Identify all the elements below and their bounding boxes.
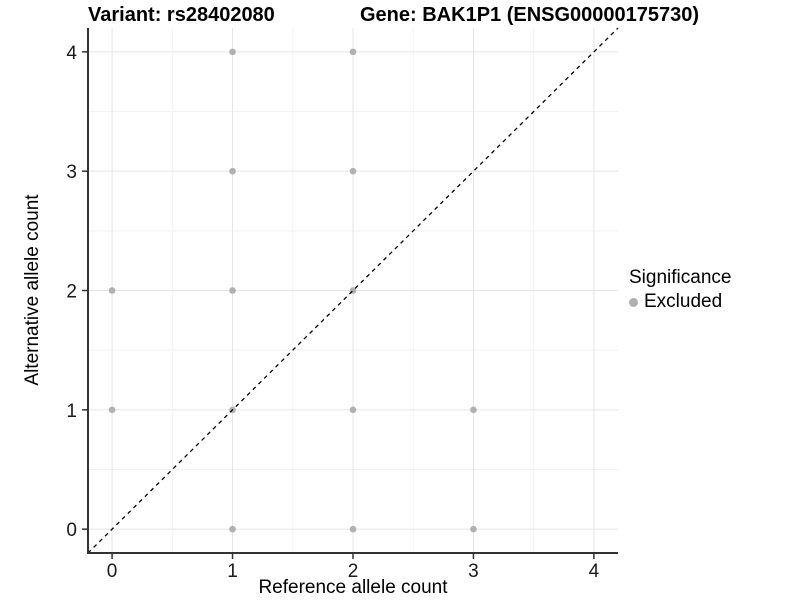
y-tick-label: 0 (66, 520, 77, 541)
legend-entry-label: Excluded (644, 291, 723, 312)
legend: Significance Excluded (629, 267, 731, 313)
variant-title: Variant: rs28402080 (88, 4, 275, 26)
data-point (108, 406, 116, 414)
y-axis-label: Alternative allele count (22, 194, 43, 386)
x-tick-label: 4 (589, 561, 600, 582)
data-point (349, 48, 357, 56)
x-tick-label: 1 (227, 561, 238, 582)
data-point (470, 525, 477, 533)
legend-entry-excluded: Excluded (629, 291, 731, 313)
data-point (108, 287, 116, 294)
data-point (349, 525, 357, 533)
x-tick-label: 2 (348, 561, 359, 582)
data-point (229, 48, 236, 56)
x-axis-label: Reference allele count (258, 577, 448, 598)
data-point (229, 287, 236, 294)
data-point (349, 406, 357, 414)
data-point (229, 525, 236, 533)
gene-title: Gene: BAK1P1 (ENSG00000175730) (360, 4, 700, 26)
data-point (470, 406, 477, 414)
legend-title: Significance (629, 267, 732, 288)
x-tick-label: 0 (107, 561, 118, 582)
y-tick-label: 4 (66, 43, 77, 64)
y-tick-label: 2 (66, 282, 77, 303)
x-tick-label: 3 (468, 561, 479, 582)
data-point (349, 167, 357, 175)
excluded-point-icon (629, 297, 638, 307)
y-tick-label: 3 (66, 162, 77, 183)
y-tick-label: 1 (66, 401, 77, 422)
data-point (229, 167, 236, 175)
